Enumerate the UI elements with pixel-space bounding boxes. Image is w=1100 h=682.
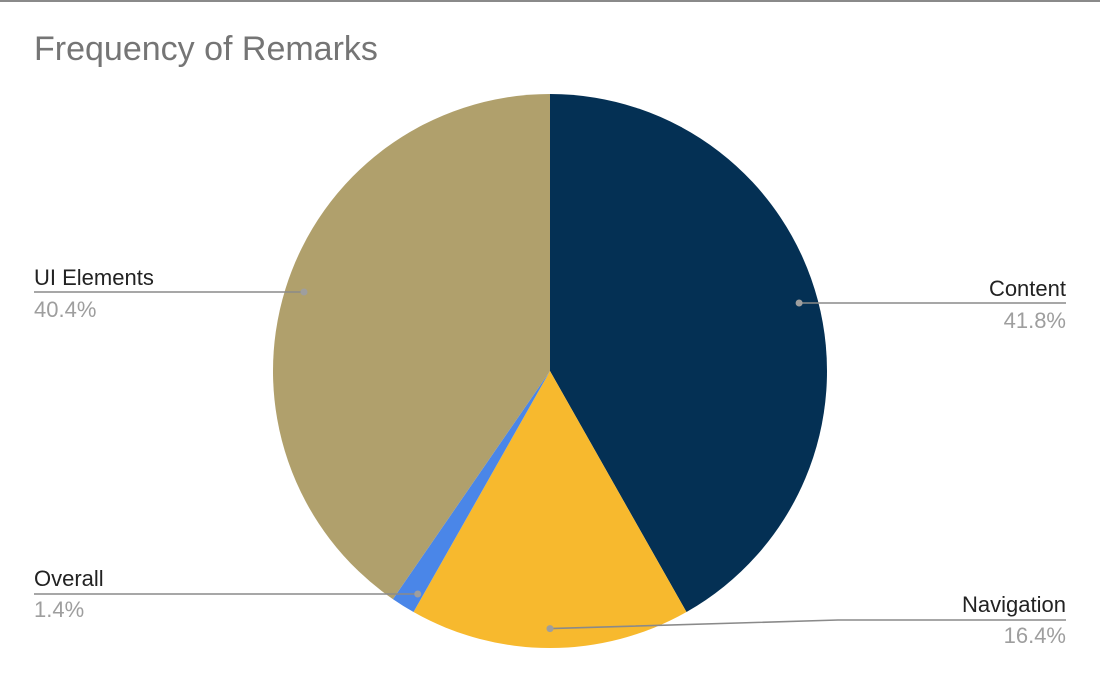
leader-line-navigation [549, 619, 1066, 630]
leader-dot-content [795, 299, 803, 307]
leader-dot-navigation [546, 625, 554, 633]
slice-percent-overall: 1.4% [34, 597, 84, 622]
slice-percent-navigation: 16.4% [1004, 623, 1066, 648]
slice-labels: Content 41.8% Navigation 16.4% Overall 1.4% UI… [34, 265, 1066, 648]
slice-label-navigation: Navigation [962, 592, 1066, 617]
pie-slice-content [550, 94, 827, 613]
slice-percent-content: 41.8% [1004, 308, 1066, 333]
pie-slice-navigation [413, 371, 687, 649]
top-border [0, 0, 1100, 2]
pie-slice-overall [392, 371, 550, 613]
slice-percent-ui-elements: 40.4% [34, 297, 96, 322]
slice-label-content: Content [989, 276, 1066, 301]
slice-label-overall: Overall [34, 566, 104, 591]
pie-slice-ui-elements [273, 94, 550, 600]
chart-title: Frequency of Remarks [34, 30, 378, 68]
leader-lines [34, 288, 1066, 633]
leader-dot-ui-elements [300, 288, 308, 296]
leader-dot-overall [414, 590, 422, 598]
slice-label-ui-elements: UI Elements [34, 265, 154, 290]
pie-slices [273, 94, 827, 649]
